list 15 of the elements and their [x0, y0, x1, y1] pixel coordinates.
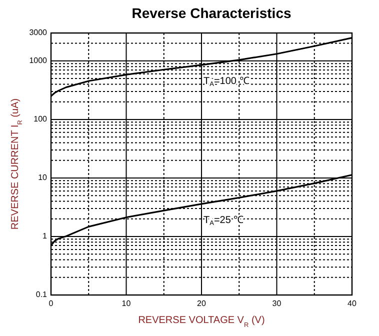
chart-title: Reverse Characteristics [132, 5, 292, 21]
x-tick-label: 20 [197, 299, 206, 308]
x-tick-label: 30 [272, 299, 282, 308]
y-tick-label: 1000 [29, 56, 48, 66]
series-label: T$_{A}$=100 ℃ [204, 76, 250, 88]
y-tick-label: 10 [38, 173, 48, 182]
x-axis-title: REVERSE VOLTAGE V$_{R}$ (V) [138, 315, 265, 328]
series-label: T$_{A}$=25 ℃ [204, 214, 244, 228]
y-tick-label: 3000 [29, 28, 48, 38]
y-tick-label: 100 [34, 114, 48, 124]
x-tick-label: 40 [348, 299, 357, 308]
x-tick-label: 0 [48, 299, 54, 308]
y-tick-label: 0.1 [36, 290, 48, 300]
y-tick-label: 1 [42, 232, 48, 241]
x-tick-label: 10 [122, 299, 132, 308]
